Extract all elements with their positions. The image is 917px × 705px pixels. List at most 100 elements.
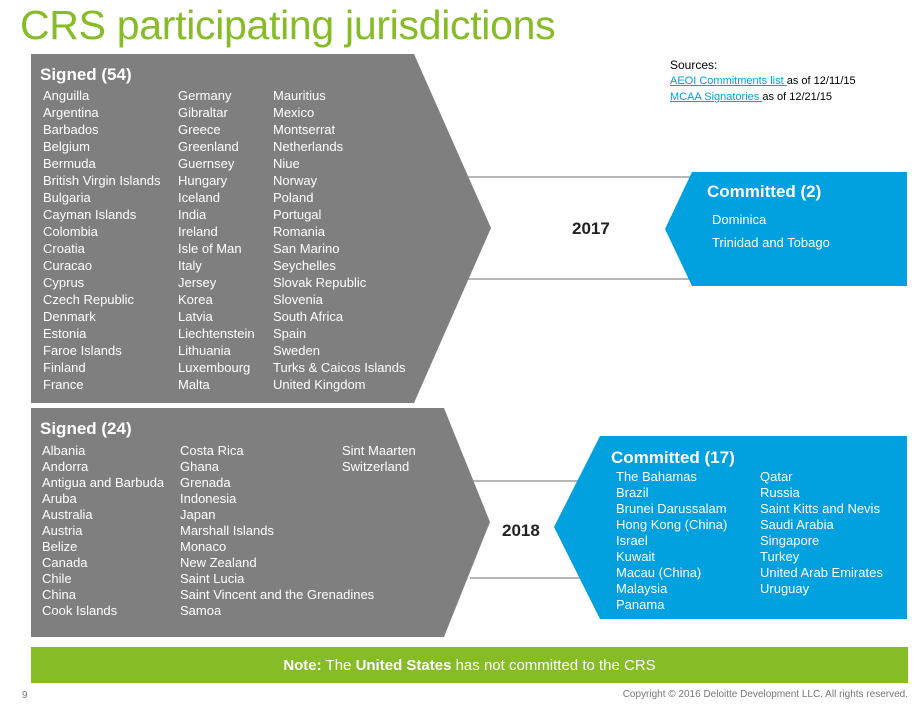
signed-2018-chevron [31,408,490,637]
jurisdiction-item: Australia [42,507,93,522]
jurisdiction-item: Bulgaria [43,190,91,205]
jurisdiction-item: Grenada [180,475,231,490]
note-text-post: has not committed to the CRS [451,656,656,674]
jurisdiction-item: Seychelles [273,258,336,273]
note-text-pre: The [321,656,356,674]
committed-2018-heading: Committed (17) [611,448,735,467]
mcaa-date: as of 12/21/15 [762,91,833,103]
jurisdiction-item: France [43,377,84,392]
jurisdiction-item: Belize [42,539,78,554]
sources-block: Sources: AEOI Commitments list as of 12/… [670,57,856,105]
jurisdiction-item: Panama [616,597,665,612]
jurisdiction-item: Sint Maarten [342,443,416,458]
year-2018-label: 2018 [502,521,540,540]
jurisdiction-item: Jersey [178,275,217,290]
jurisdiction-item: Cook Islands [42,603,118,618]
sources-line-1: AEOI Commitments list as of 12/11/15 [670,73,856,89]
jurisdiction-item: South Africa [273,309,344,324]
jurisdiction-item: Germany [178,88,232,103]
jurisdiction-item: Turkey [760,549,800,564]
jurisdiction-item: Saint Vincent and the Grenadines [180,587,375,602]
jurisdiction-item: Gibraltar [178,105,228,120]
jurisdiction-item: Indonesia [180,491,237,506]
aeoi-date: as of 12/11/15 [786,75,856,87]
jurisdiction-item: Singapore [760,533,820,548]
jurisdiction-item: Mexico [273,105,315,120]
page-number: 9 [22,690,28,701]
jurisdiction-item: Malta [178,377,210,392]
jurisdiction-item: Cyprus [43,275,85,290]
note-label: Note: [283,656,322,674]
jurisdiction-item: Denmark [43,309,96,324]
signed-2017-col1: Anguilla Argentina Barbados Belgium Bermuda B… [43,87,161,393]
jurisdiction-item: Aruba [42,491,77,506]
page-title: CRS participating jurisdictions [20,2,556,48]
jurisdiction-item: Ireland [178,224,218,239]
jurisdiction-item: Anguilla [43,88,90,103]
note-banner: Note: The United States has not committe… [31,647,908,683]
jurisdiction-item: Greece [178,122,221,137]
committed-2017-col1: Dominica Trinidad and Tobago [712,208,830,254]
jurisdiction-item: Hungary [178,173,228,188]
signed-2017-col3: Mauritius Mexico Montserrat Netherlands Niue… [273,87,405,393]
jurisdiction-item: Andorra [42,459,89,474]
jurisdiction-item: Switzerland [342,459,410,474]
jurisdiction-item: Croatia [43,241,85,256]
jurisdiction-item: Liechtenstein [178,326,255,341]
sources-line-2: MCAA Signatories as of 12/21/15 [670,89,856,105]
jurisdiction-item: New Zealand [180,555,257,570]
jurisdiction-item: Spain [273,326,307,341]
jurisdiction-item: Montserrat [273,122,336,137]
jurisdiction-item: British Virgin Islands [43,173,161,188]
jurisdiction-item: Poland [273,190,314,205]
jurisdiction-item: Czech Republic [43,292,135,307]
jurisdiction-item: Canada [42,555,88,570]
jurisdiction-item: Albania [42,443,86,458]
jurisdiction-item: Israel [616,533,648,548]
jurisdiction-item: United Arab Emirates [760,565,883,580]
jurisdiction-item: Saint Lucia [180,571,245,586]
jurisdiction-item: Macau (China) [616,565,702,580]
jurisdiction-item: Monaco [180,539,227,554]
jurisdiction-item: Colombia [43,224,98,239]
jurisdiction-item: Curacao [43,258,93,273]
jurisdiction-item: India [178,207,207,222]
jurisdiction-item: Austria [42,523,83,538]
note-united-states: United States [355,656,452,674]
jurisdiction-item: Bermuda [43,156,96,171]
jurisdiction-item: Antigua and Barbuda [42,475,165,490]
jurisdiction-item: Argentina [43,105,99,120]
jurisdiction-item: Samoa [180,603,222,618]
jurisdiction-item: Romania [273,224,326,239]
jurisdiction-item: Malaysia [616,581,668,596]
jurisdiction-item: Marshall Islands [180,523,274,538]
jurisdiction-item: Estonia [43,326,87,341]
signed-2017-chevron [31,54,491,403]
jurisdiction-item: Russia [760,485,800,500]
copyright-text: Copyright © 2016 Deloitte Development LL… [622,689,908,700]
jurisdiction-item: Faroe Islands [43,343,122,358]
jurisdiction-item: Norway [273,173,318,188]
jurisdiction-item: The Bahamas [616,469,697,484]
jurisdiction-item: Dominica [712,212,767,227]
jurisdiction-item: Turks & Caicos Islands [273,360,406,375]
signed-2017-col2: Germany Gibraltar Greece Greenland Guernsey H… [178,87,255,393]
jurisdiction-item: Netherlands [273,139,344,154]
jurisdiction-item: Lithuania [178,343,231,358]
aeoi-commitments-link[interactable]: AEOI Commitments list [670,75,787,87]
mcaa-signatories-link[interactable]: MCAA Signatories [670,91,763,103]
jurisdiction-item: Kuwait [616,549,656,564]
jurisdiction-item: Belgium [43,139,90,154]
jurisdiction-item: Hong Kong (China) [616,517,728,532]
year-2017-label: 2017 [572,219,610,238]
signed-2018-col3: Sint Maarten Switzerland [342,443,416,475]
jurisdiction-item: Greenland [178,139,239,154]
committed-2018-col2: Qatar Russia Saint Kitts and Nevis Saudi Ar… [760,469,883,597]
jurisdiction-item: Isle of Man [178,241,242,256]
jurisdiction-item: Italy [178,258,202,273]
jurisdiction-item: Slovenia [273,292,323,307]
jurisdiction-item: Sweden [273,343,320,358]
jurisdiction-item: Qatar [760,469,793,484]
jurisdiction-item: Brunei Darussalam [616,501,727,516]
